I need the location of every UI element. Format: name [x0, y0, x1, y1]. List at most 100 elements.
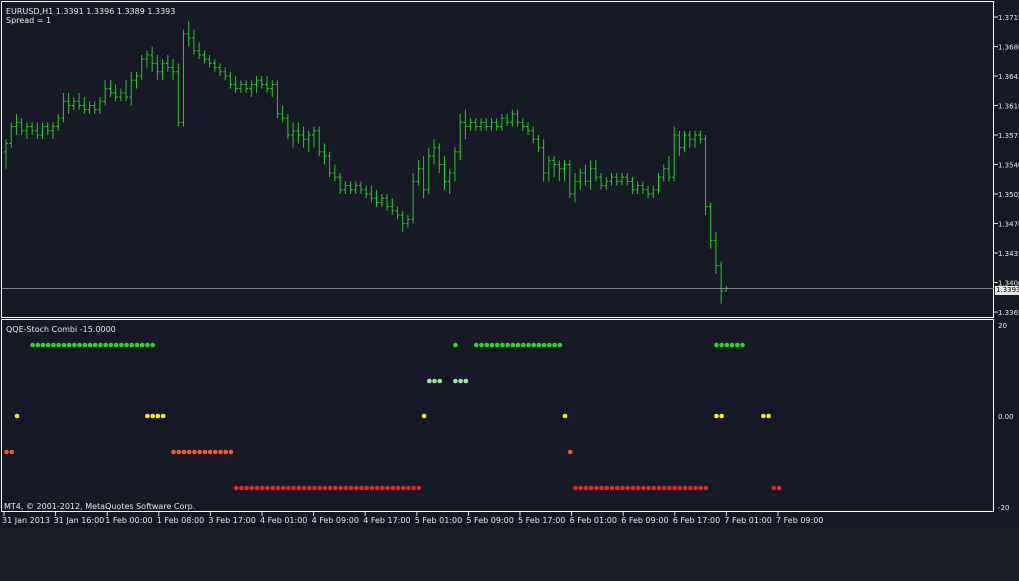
indicator-dot-red: [244, 485, 249, 491]
indicator-dot-green: [536, 342, 542, 348]
price-axis-label: 1.3365: [998, 309, 1019, 317]
indicator-dot-green: [139, 342, 145, 348]
indicator-dot-green: [113, 342, 119, 348]
indicator-dot-green: [541, 342, 547, 348]
indicator-dot-red: [677, 485, 683, 491]
indicator-dot-red: [688, 485, 693, 491]
indicator-dot-green: [92, 342, 98, 348]
indicator-dot-orange: [202, 449, 208, 455]
indicator-dot-red: [588, 485, 594, 491]
indicator-dot-green: [150, 342, 155, 348]
indicator-dot-yellow: [714, 413, 719, 419]
indicator-dot-lightgreen: [463, 378, 469, 384]
price-axis-label: 1.3645: [998, 73, 1019, 81]
indicator-dot-green: [552, 342, 557, 348]
indicator-dot-lightgreen: [432, 378, 437, 384]
indicator-dot-lightgreen: [437, 378, 443, 384]
indicator-dot-red: [369, 485, 375, 491]
indicator-dot-green: [56, 342, 61, 348]
indicator-dot-red: [651, 485, 657, 491]
indicator-dot-red: [646, 485, 651, 491]
indicator-dot-red: [312, 485, 317, 491]
price-axis-label: 1.3715: [998, 14, 1019, 22]
copyright-text: MT4, © 2001-2012, MetaQuotes Software Co…: [4, 502, 196, 511]
indicator-dot-red: [656, 485, 662, 491]
time-axis-label: 1 Feb 00:00: [105, 516, 152, 525]
indicator-dot-red: [599, 485, 604, 491]
indicator-dot-red: [233, 485, 239, 491]
indicator-dot-red: [291, 485, 296, 491]
indicator-dot-yellow: [160, 413, 166, 419]
indicator-dot-red: [343, 485, 349, 491]
price-axis-label: 1.3540: [998, 162, 1019, 170]
indicator-dot-green: [98, 342, 103, 348]
indicator-dot-green: [474, 342, 479, 348]
indicator-axis-label: -20: [998, 504, 1009, 512]
indicator-dot-orange: [171, 449, 176, 455]
indicator-dot-red: [353, 485, 359, 491]
indicator-dot-red: [275, 485, 281, 491]
indicator-dot-red: [364, 485, 369, 491]
chart-window[interactable]: 1.3715 1.3680 1.3645 1.3610 1.3575 1.3540 1.35…: [0, 0, 1019, 528]
indicator-dot-green: [735, 342, 740, 348]
indicator-dot-green: [526, 342, 531, 348]
indicator-dot-orange: [228, 449, 234, 455]
indicator-dot-green: [129, 342, 135, 348]
price-axis-label: 1.3435: [998, 250, 1019, 258]
indicator-dot-red: [406, 485, 411, 491]
indicator-dot-red: [254, 485, 260, 491]
indicator-dot-lightgreen: [458, 378, 463, 384]
time-axis-label: 7 Feb 01:00: [724, 516, 771, 525]
indicator-dot-green: [724, 342, 730, 348]
indicator-dot-red: [682, 485, 688, 491]
indicator-dot-orange: [176, 449, 182, 455]
time-axis-label: 4 Feb 09:00: [312, 516, 359, 525]
time-axis-label: 5 Feb 17:00: [518, 516, 565, 525]
indicator-dot-red: [333, 485, 338, 491]
indicator-dot-red: [306, 485, 312, 491]
spread-info: Spread = 1: [6, 16, 52, 25]
indicator-dot-orange: [213, 449, 218, 455]
price-axis-label: 1.3400: [998, 280, 1019, 288]
indicator-dot-green: [531, 342, 537, 348]
indicator-dot-lightgreen: [453, 378, 458, 384]
indicator-dot-orange: [4, 449, 9, 455]
indicator-dot-green: [714, 342, 719, 348]
indicator-dot-red: [630, 485, 636, 491]
indicator-dot-green: [484, 342, 490, 348]
indicator-dot-green: [40, 342, 46, 348]
indicator-dot-red: [641, 485, 646, 491]
indicator-dot-yellow: [150, 413, 155, 419]
price-axis-label: 1.3575: [998, 132, 1019, 140]
indicator-dot-yellow: [562, 413, 568, 419]
indicator-dot-red: [693, 485, 698, 491]
indicator-dot-green: [740, 342, 745, 348]
indicator-dot-green: [729, 342, 735, 348]
indicator-dot-red: [380, 485, 385, 491]
indicator-dot-yellow: [766, 413, 771, 419]
chart-canvas[interactable]: 1.3715 1.3680 1.3645 1.3610 1.3575 1.3540 1.35…: [0, 0, 1019, 528]
indicator-dot-yellow: [421, 413, 427, 419]
indicator-title: QQE-Stoch Combi -15.0000: [6, 325, 116, 334]
time-axis-label: 31 Jan 2013: [2, 516, 50, 525]
indicator-axis-label: 0.00: [998, 413, 1014, 421]
indicator-axis-label: 20: [998, 322, 1007, 330]
indicator-dot-green: [51, 342, 56, 348]
indicator-dot-green: [45, 342, 51, 348]
current-price-label: 1.3393: [995, 286, 1019, 295]
indicator-dot-green: [35, 342, 41, 348]
indicator-dot-green: [124, 342, 129, 348]
indicator-dot-green: [66, 342, 72, 348]
indicator-dot-orange: [197, 449, 202, 455]
indicator-dot-orange: [218, 449, 223, 455]
indicator-dot-red: [327, 485, 333, 491]
indicator-dot-green: [510, 342, 516, 348]
indicator-dot-green: [494, 342, 500, 348]
time-axis-label: 4 Feb 17:00: [363, 516, 410, 525]
indicator-dot-red: [703, 485, 709, 491]
indicator-dot-red: [239, 485, 244, 491]
indicator-dot-red: [385, 485, 390, 491]
indicator-dot-red: [270, 485, 276, 491]
indicator-dot-green: [77, 342, 82, 348]
indicator-dot-green: [30, 342, 35, 348]
